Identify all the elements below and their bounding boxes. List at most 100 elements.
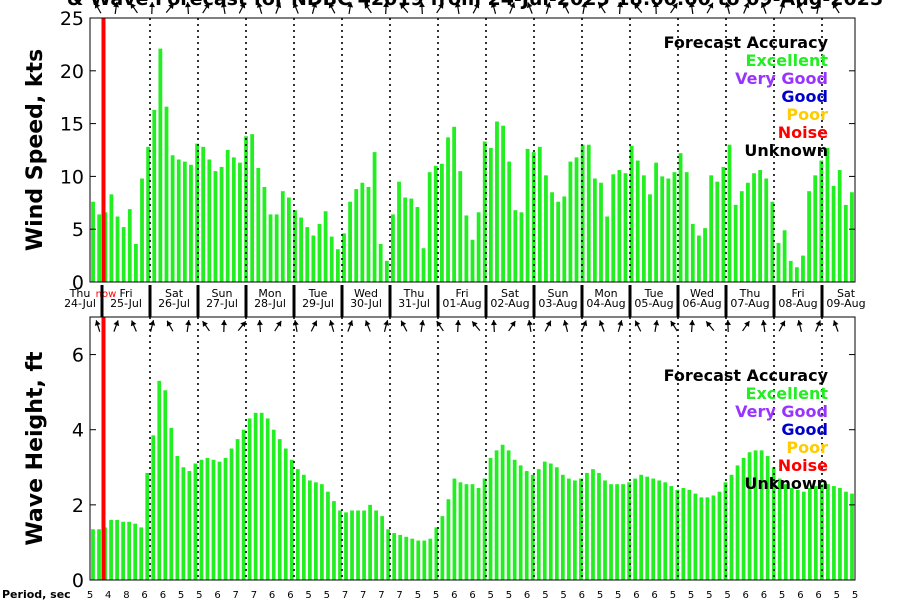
direction-arrow-icon <box>562 320 569 332</box>
bar <box>741 457 746 580</box>
arrow-head <box>562 2 569 9</box>
bar <box>326 491 330 580</box>
arrow-head <box>220 2 227 8</box>
bar <box>709 175 714 282</box>
arrow-head <box>617 2 624 8</box>
period-value: 5 <box>433 590 439 600</box>
bar <box>301 474 306 580</box>
direction-arrow-icon <box>617 1 624 15</box>
bar <box>723 482 728 580</box>
arrow-head <box>545 320 552 327</box>
direction-arrow-icon <box>166 320 174 332</box>
arrow-head <box>166 320 173 327</box>
bar <box>311 235 316 282</box>
bar <box>530 474 535 580</box>
bar <box>746 182 750 282</box>
day-date: 05-Aug <box>634 297 673 310</box>
bar <box>518 465 523 580</box>
arrow-head <box>526 2 533 9</box>
bar <box>544 175 548 282</box>
direction-arrow-icon <box>310 320 318 332</box>
bar <box>211 459 216 580</box>
bar <box>782 230 787 282</box>
bar <box>599 182 603 282</box>
period-value: 7 <box>251 590 257 600</box>
arrow-head <box>652 2 659 8</box>
period-value: 6 <box>141 590 147 600</box>
bar <box>591 469 595 580</box>
direction-arrow-icon <box>779 2 786 14</box>
bar <box>320 484 324 580</box>
bar <box>752 173 756 282</box>
day-name: Sat <box>837 287 856 300</box>
bar <box>825 147 830 282</box>
arrow-head <box>383 2 390 8</box>
direction-arrow-icon <box>724 2 731 14</box>
day-date: 03-Aug <box>538 297 577 310</box>
direction-arrow-icon <box>383 1 390 15</box>
arrow-head <box>202 321 208 327</box>
bar <box>813 175 818 282</box>
bar <box>458 171 463 282</box>
bar <box>329 236 334 282</box>
bar <box>380 516 385 580</box>
bar <box>560 474 565 580</box>
bar <box>323 211 328 282</box>
direction-arrow-icon <box>113 1 120 15</box>
bar <box>440 516 445 580</box>
arrow-head <box>689 320 696 326</box>
arrow-head <box>796 320 803 326</box>
direction-arrow-icon <box>364 320 371 332</box>
arrow-head <box>256 320 263 326</box>
direction-arrow-icon <box>526 319 533 333</box>
direction-arrow-icon <box>742 320 750 332</box>
arrow-head <box>707 2 714 9</box>
period-value: 5 <box>852 590 858 600</box>
bar <box>747 452 752 580</box>
bar <box>193 463 198 580</box>
bar <box>524 471 529 580</box>
arrow-head <box>149 2 156 8</box>
arrow-head <box>706 321 712 328</box>
arrow-head <box>832 320 839 327</box>
day-name: Thu <box>739 287 761 300</box>
day-name: Fri <box>119 287 132 300</box>
arrow-head <box>239 2 246 9</box>
arrow-head <box>94 320 101 326</box>
arrow-head <box>275 2 282 9</box>
bar <box>280 191 285 282</box>
arrow-head <box>672 3 678 9</box>
y-tick-label: 20 <box>60 61 84 83</box>
day-name: Thu <box>403 287 425 300</box>
bar <box>597 472 601 580</box>
period-value: 5 <box>706 590 712 600</box>
bar <box>573 480 577 580</box>
arrow-head <box>509 2 516 9</box>
bar <box>512 459 517 580</box>
bar <box>428 538 433 580</box>
bar <box>693 493 698 580</box>
bar <box>427 172 432 282</box>
direction-arrow-icon <box>202 320 210 332</box>
bar <box>482 478 487 580</box>
arrow-head <box>510 321 516 327</box>
day-name: Wed <box>690 287 714 300</box>
direction-arrow-icon <box>743 2 750 14</box>
bar <box>733 204 738 282</box>
bar <box>374 510 378 580</box>
period-value: 6 <box>633 590 639 600</box>
bar <box>758 170 763 282</box>
direction-arrow-icon <box>490 2 497 14</box>
bar <box>568 161 573 282</box>
arrow-head <box>490 320 497 326</box>
day-name: Tue <box>308 287 328 300</box>
bar <box>253 412 258 580</box>
bar <box>639 474 644 580</box>
day-date: 06-Aug <box>682 297 721 310</box>
bar <box>452 478 457 580</box>
day-label-strip: nowThu24-JulFri25-JulSat26-JulSun27-JulM… <box>64 285 866 318</box>
arrow-head <box>490 2 497 8</box>
direction-arrow-icon <box>796 2 804 14</box>
direction-arrow-icon <box>274 320 282 332</box>
bar <box>764 178 769 282</box>
